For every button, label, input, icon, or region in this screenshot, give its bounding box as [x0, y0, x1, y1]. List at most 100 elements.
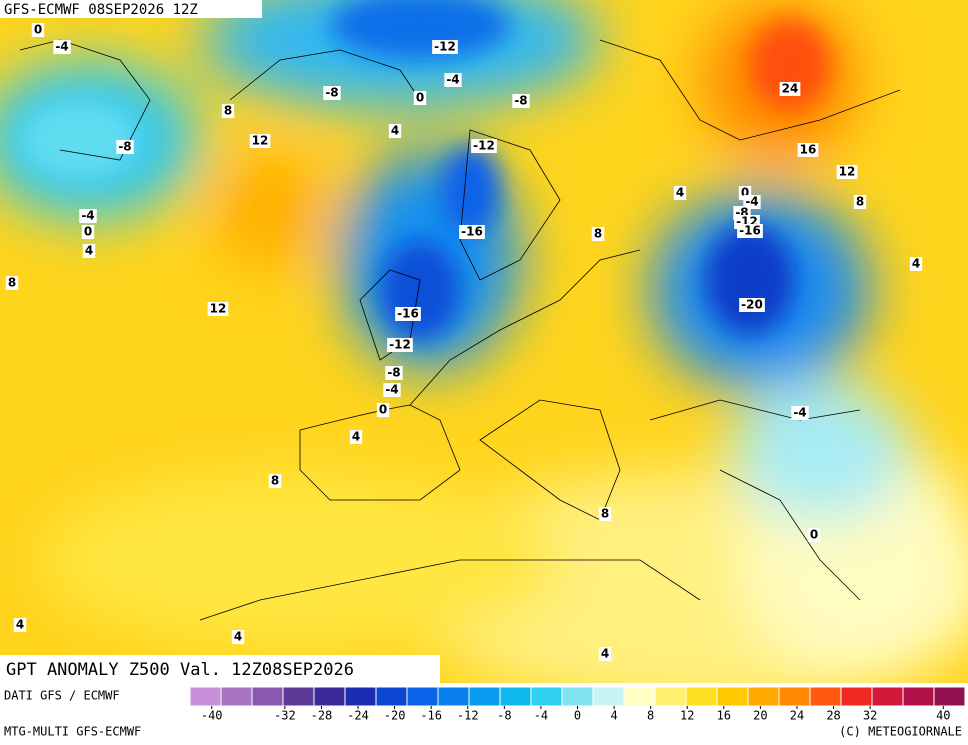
contour-value: 8 [601, 507, 609, 521]
contour-value: 12 [839, 165, 856, 179]
tick-label: -40 [201, 709, 223, 723]
label-bg [82, 244, 96, 258]
contour-label: 12 [207, 302, 229, 316]
contour-value: 4 [391, 124, 399, 138]
contour-value: -8 [118, 140, 131, 154]
color-swatch [716, 686, 749, 707]
contour-label: -4 [383, 383, 401, 397]
contour-value: -16 [397, 307, 419, 321]
color-swatch [406, 686, 439, 707]
label-bg [388, 124, 402, 138]
color-swatch [561, 686, 594, 707]
label-bg [349, 430, 363, 444]
label-bg [673, 186, 687, 200]
credit: (C) METEOGIORNALE [839, 725, 962, 739]
tick-label: 32 [863, 709, 877, 723]
contour-label: 4 [82, 244, 96, 258]
contour-value: 4 [676, 186, 684, 200]
contour-label: 4 [13, 618, 27, 632]
contour-value: 12 [252, 134, 269, 148]
color-swatch [840, 686, 873, 707]
label-bg [743, 195, 761, 209]
color-swatch [685, 686, 718, 707]
contour-label: 8 [268, 474, 282, 488]
color-swatch [933, 686, 966, 707]
color-swatch [747, 686, 780, 707]
contour-label: 16 [797, 143, 819, 157]
contour-label: -8 [116, 140, 134, 154]
color-swatch [375, 686, 408, 707]
contour-label: 12 [836, 165, 858, 179]
tick-label: -8 [497, 709, 511, 723]
contour-value: 8 [8, 276, 16, 290]
colorbar: -40 -32 -28 -24 -20 -16 -12 -8 -4 0 4 8 12 16 20 24 28 32… [189, 686, 966, 723]
contour-label: -4 [79, 209, 97, 223]
contour-label: -8 [385, 366, 403, 380]
contour-value: 0 [741, 186, 749, 200]
color-swatch [313, 686, 346, 707]
contour-label: 4 [673, 186, 687, 200]
contour-label: -4 [743, 195, 761, 209]
tick-label: -12 [457, 709, 479, 723]
contour-value: 8 [224, 104, 232, 118]
contour-label: -16 [459, 225, 485, 239]
label-bg [268, 474, 282, 488]
label-bg [207, 302, 229, 316]
contour-label: 4 [909, 257, 923, 271]
title-box [0, 0, 262, 18]
color-swatch [251, 686, 284, 707]
tick-label: 12 [680, 709, 694, 723]
contour-value: 12 [210, 302, 227, 316]
contour-value: -4 [385, 383, 398, 397]
label-bg [432, 40, 458, 54]
tick-label: 8 [647, 709, 654, 723]
contour-label: 8 [598, 507, 612, 521]
label-bg [249, 134, 271, 148]
contour-value: 0 [379, 403, 387, 417]
model: MTG-MULTI GFS-ECMWF [4, 725, 141, 739]
tick-label: -20 [384, 709, 406, 723]
tick-label: 0 [574, 709, 581, 723]
tick-label: -32 [274, 709, 296, 723]
contour-label: 4 [388, 124, 402, 138]
contour-value: 4 [912, 257, 920, 271]
contour-label: -16 [737, 224, 763, 238]
contour-value: 0 [34, 23, 42, 37]
contour-label: 24 [779, 82, 801, 96]
label-bg [797, 143, 819, 157]
label-bg [116, 140, 134, 154]
color-swatch [809, 686, 842, 707]
label-bg [323, 86, 341, 100]
label-bg [791, 406, 809, 420]
color-swatch [189, 686, 222, 707]
contour-label: 0 [81, 225, 95, 239]
contour-label: 0 [376, 403, 390, 417]
label-bg [376, 403, 390, 417]
color-swatch [902, 686, 935, 707]
label-bg [387, 338, 413, 352]
label-bg [53, 40, 71, 54]
contour-label: 8 [591, 227, 605, 241]
color-swatch [437, 686, 470, 707]
contour-value: 0 [810, 528, 818, 542]
tick-label: 20 [753, 709, 767, 723]
contour-value: -4 [793, 406, 806, 420]
label-bg [598, 507, 612, 521]
product-title: GPT ANOMALY Z500 Val. 12Z08SEP2026 [6, 660, 354, 680]
label-bg [779, 82, 801, 96]
tick-label: 40 [936, 709, 950, 723]
contour-value: -4 [55, 40, 68, 54]
contour-label: 8 [5, 276, 19, 290]
contour-label: -8 [512, 94, 530, 108]
color-swatch [592, 686, 625, 707]
contour-label: -16 [395, 307, 421, 321]
contour-value: -12 [389, 338, 411, 352]
label-bg [79, 209, 97, 223]
contour-label: -4 [53, 40, 71, 54]
contour-label: 4 [349, 430, 363, 444]
contour-label: 0 [31, 23, 45, 37]
product-box [0, 655, 440, 683]
contour-value: -12 [473, 139, 495, 153]
contour-label: -12 [387, 338, 413, 352]
